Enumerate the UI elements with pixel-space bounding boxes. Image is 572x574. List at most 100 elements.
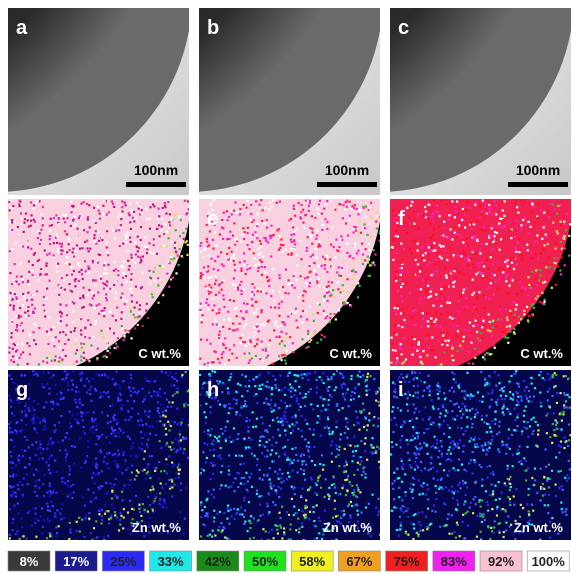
map-dot (560, 224, 562, 226)
map-dot (103, 288, 105, 290)
map-dot (426, 243, 428, 245)
map-dot (267, 473, 269, 475)
map-dot (39, 243, 41, 245)
map-dot (373, 249, 375, 251)
map-dot (158, 412, 160, 414)
map-dot (307, 450, 309, 452)
map-dot (447, 424, 449, 426)
map-dot (233, 210, 235, 212)
map-dot (448, 513, 450, 515)
map-dot (406, 403, 408, 405)
map-dot (186, 254, 188, 256)
map-dot (185, 213, 187, 215)
map-dot (281, 331, 283, 333)
map-dot (331, 484, 333, 486)
map-dot (567, 378, 569, 380)
map-dot (107, 376, 109, 378)
map-dot (73, 491, 75, 493)
map-dot (67, 389, 69, 391)
map-dot (18, 315, 20, 317)
map-dot (217, 256, 219, 258)
map-dot (140, 239, 142, 241)
map-dot (237, 508, 239, 510)
map-dot (248, 437, 250, 439)
map-dot (54, 459, 56, 461)
map-dot (281, 389, 283, 391)
map-dot (370, 535, 372, 537)
map-dot (251, 291, 253, 293)
map-dot (60, 253, 62, 255)
map-dot (50, 218, 52, 220)
panel-label: f (398, 208, 405, 230)
map-dot (279, 277, 281, 279)
map-dot (199, 393, 201, 395)
map-dot (491, 213, 493, 215)
map-dot (376, 446, 378, 448)
map-dot (344, 383, 346, 385)
map-dot (43, 366, 45, 368)
map-dot (187, 420, 189, 422)
map-dot (227, 420, 229, 422)
map-dot (172, 225, 174, 227)
map-dot (64, 436, 66, 438)
map-dot (269, 467, 271, 469)
map-dot (405, 532, 407, 534)
map-dot (40, 452, 42, 454)
map-dot (52, 403, 54, 405)
map-dot (291, 448, 293, 450)
map-dot (228, 359, 230, 361)
map-dot (139, 308, 141, 310)
map-dot (147, 446, 149, 448)
map-dot (72, 370, 74, 372)
map-dot (505, 280, 507, 282)
map-dot (9, 297, 11, 299)
map-dot (119, 245, 121, 247)
map-dot (537, 429, 539, 431)
map-dot (512, 465, 514, 467)
map-dot (210, 478, 212, 480)
map-dot (24, 410, 26, 412)
map-dot (10, 421, 12, 423)
map-dot (261, 366, 263, 368)
map-dot (507, 319, 509, 321)
map-dot (465, 209, 467, 211)
map-dot (566, 479, 568, 481)
map-dot (49, 533, 51, 535)
map-dot (520, 318, 522, 320)
map-dot (459, 535, 461, 537)
map-dot (60, 415, 62, 417)
map-dot (301, 463, 303, 465)
map-dot (412, 310, 414, 312)
map-dot (528, 315, 530, 317)
map-dot (562, 413, 564, 415)
map-dot (175, 229, 177, 231)
map-dot (501, 387, 503, 389)
map-dot (288, 459, 290, 461)
map-dot (543, 226, 545, 228)
map-dot (53, 242, 55, 244)
map-dot (28, 315, 30, 317)
map-dot (240, 270, 242, 272)
map-dot (527, 494, 529, 496)
map-dot (503, 215, 505, 217)
map-dot (229, 436, 231, 438)
map-dot (236, 411, 238, 413)
map-dot (512, 454, 514, 456)
map-dot (422, 318, 424, 320)
map-dot (559, 269, 561, 271)
map-dot (420, 266, 422, 268)
map-dot (49, 510, 51, 512)
map-dot (394, 417, 396, 419)
map-dot (357, 282, 359, 284)
map-dot (22, 353, 24, 355)
map-dot (82, 419, 84, 421)
map-dot (349, 481, 351, 483)
map-dot (501, 491, 503, 493)
map-dot (453, 447, 455, 449)
map-dot (257, 263, 259, 265)
map-dot (412, 435, 414, 437)
map-dot (12, 298, 14, 300)
map-dot (164, 202, 166, 204)
map-dot (351, 375, 353, 377)
map-dot (303, 539, 305, 541)
